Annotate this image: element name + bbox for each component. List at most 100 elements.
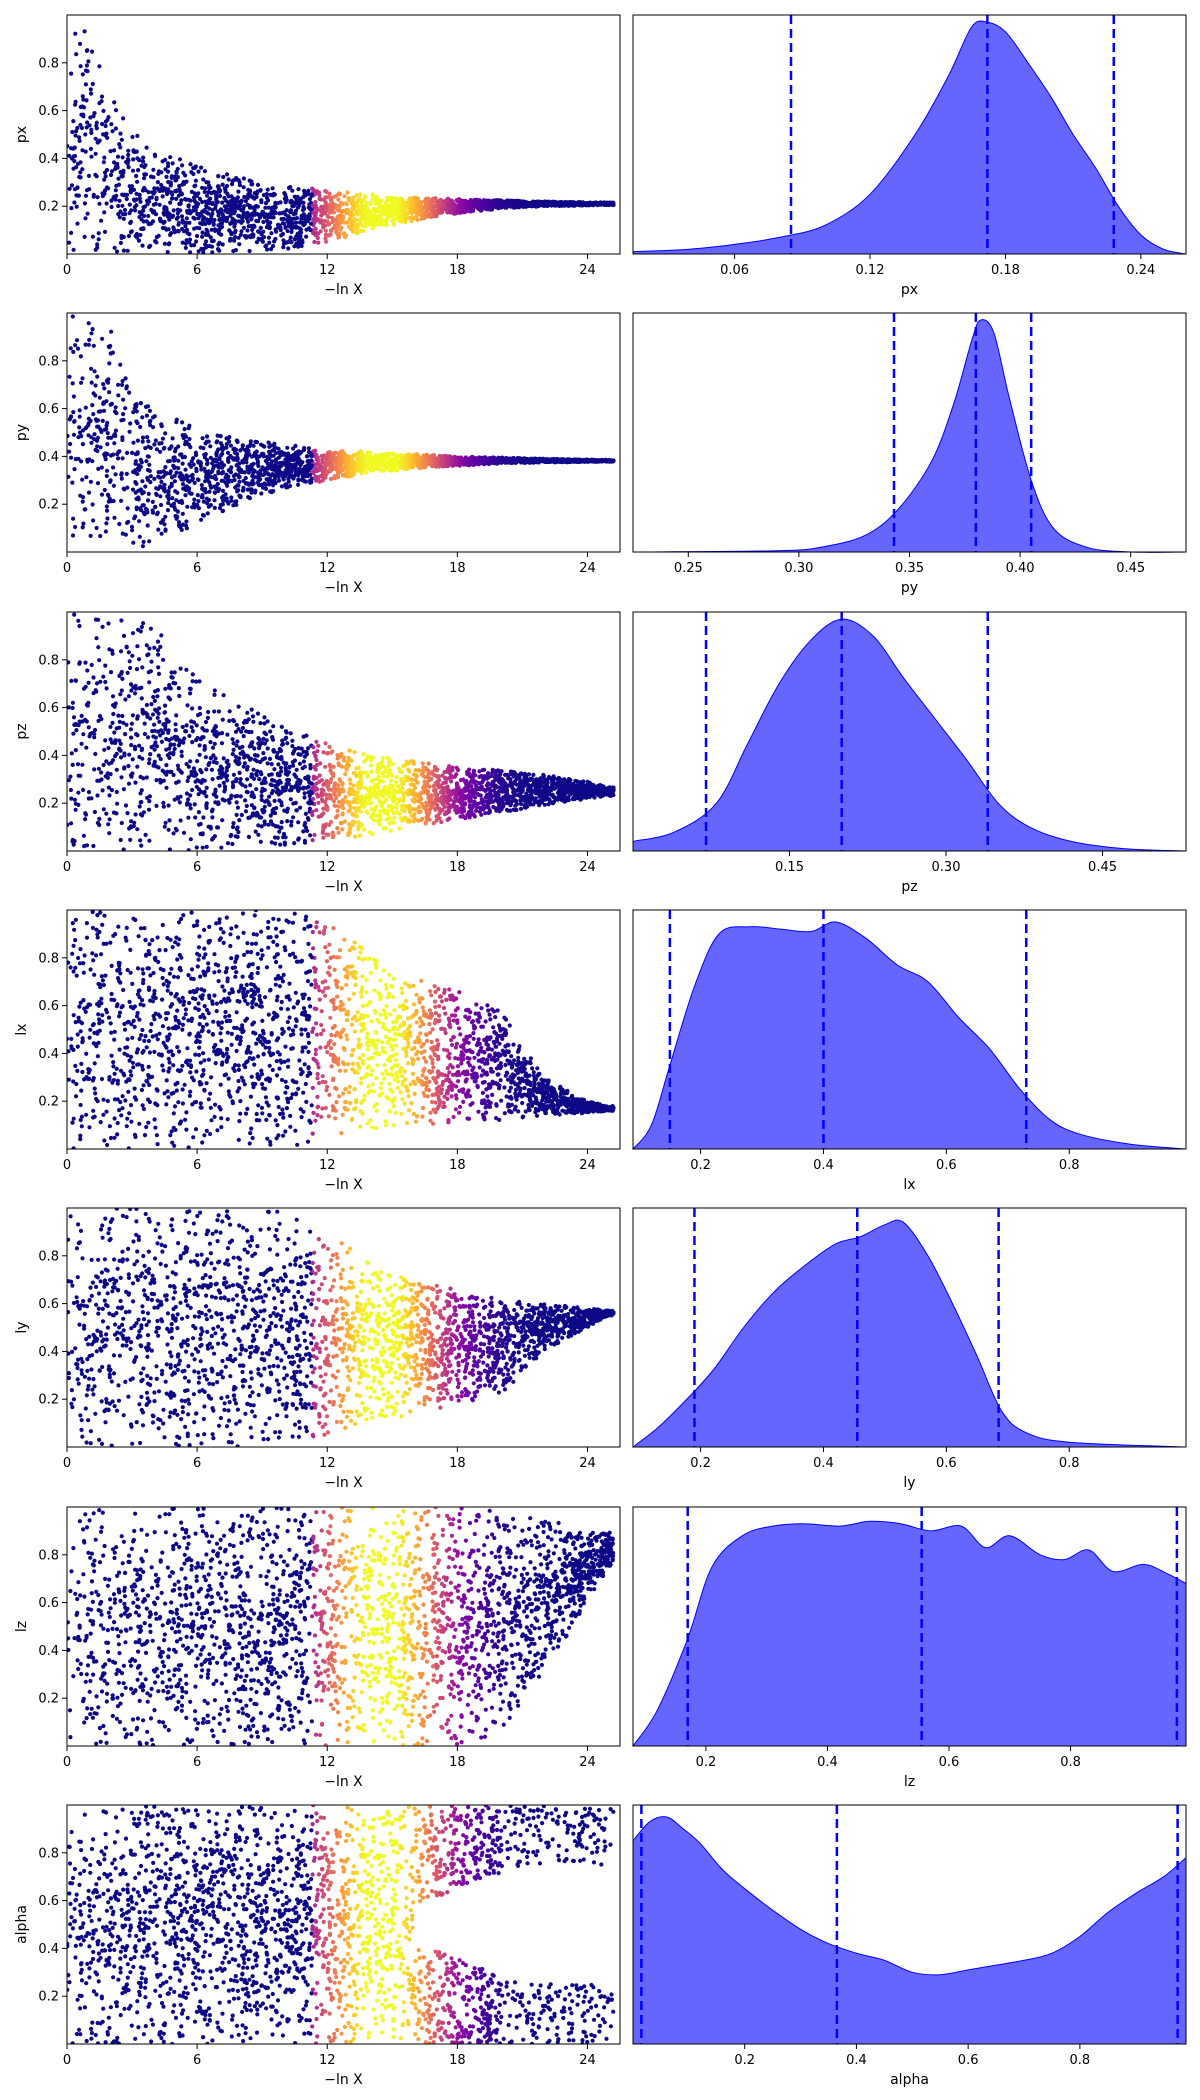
- scatter-point: [315, 455, 320, 460]
- scatter-point: [449, 203, 454, 209]
- scatter-point: [306, 226, 312, 231]
- scatter-point: [175, 215, 180, 220]
- scatter-point: [138, 508, 144, 513]
- scatter-point: [125, 450, 130, 455]
- scatter-point: [283, 225, 288, 230]
- scatter-point: [288, 235, 293, 240]
- scatter-point: [200, 230, 205, 235]
- scatter-point: [233, 235, 238, 240]
- scatter-point: [236, 235, 241, 240]
- scatter-point: [522, 200, 527, 205]
- scatter-point: [297, 230, 303, 235]
- scatter-point: [117, 521, 122, 527]
- scatter-point: [215, 247, 221, 252]
- scatter-point: [260, 239, 265, 244]
- scatter-point: [192, 480, 197, 485]
- scatter-point: [151, 415, 156, 420]
- scatter-point: [152, 209, 157, 214]
- scatter-point: [270, 186, 275, 191]
- scatter-point: [371, 223, 376, 228]
- scatter-point: [296, 187, 301, 192]
- scatter-point: [95, 435, 100, 440]
- scatter-point: [103, 132, 108, 137]
- scatter-point: [134, 419, 139, 424]
- scatter-point: [296, 477, 301, 482]
- scatter-point: [112, 100, 117, 105]
- scatter-point: [237, 242, 242, 247]
- scatter-point: [409, 210, 414, 215]
- scatter-point: [283, 463, 288, 468]
- scatter-point: [330, 200, 335, 205]
- scatter-point: [341, 231, 347, 236]
- kde-px-xtick-label: 0.12: [856, 263, 885, 278]
- scatter-point: [120, 456, 125, 461]
- scatter-point: [220, 488, 226, 493]
- scatter-point: [180, 482, 186, 487]
- scatter-point: [200, 493, 205, 498]
- scatter-point: [324, 189, 329, 195]
- scatter-point: [116, 382, 121, 387]
- scatter-point: [252, 191, 257, 196]
- scatter-point: [324, 239, 329, 244]
- scatter-point: [248, 439, 253, 444]
- scatter-point: [121, 248, 126, 253]
- scatter-point: [311, 218, 316, 223]
- scatter-point: [250, 211, 255, 216]
- scatter-point: [313, 468, 318, 473]
- scatter-point: [240, 488, 246, 493]
- scatter-point: [109, 198, 114, 203]
- scatter-point: [244, 235, 249, 240]
- scatter-point: [293, 211, 298, 216]
- scatter-point: [89, 440, 94, 445]
- scatter-point: [245, 444, 250, 449]
- scatter-point: [90, 49, 95, 54]
- scatter-point: [178, 471, 183, 476]
- scatter-point: [213, 473, 218, 479]
- scatter-point: [98, 445, 103, 450]
- scatter-point: [145, 435, 150, 440]
- scatter-point: [189, 243, 194, 248]
- scatter-point: [267, 477, 272, 482]
- scatter-point: [301, 212, 306, 217]
- scatter-point: [161, 210, 166, 215]
- scatter-point: [78, 354, 83, 359]
- scatter-point: [72, 153, 78, 159]
- scatter-point: [254, 240, 259, 245]
- scatter-point: [255, 204, 260, 209]
- scatter-point: [135, 133, 140, 138]
- scatter-point: [71, 349, 76, 354]
- scatter-point: [210, 207, 215, 213]
- scatter-point: [141, 503, 146, 508]
- scatter-point: [460, 198, 465, 204]
- scatter-point: [128, 190, 133, 195]
- scatter-point: [92, 437, 97, 442]
- scatter-point: [102, 155, 107, 160]
- scatter-point: [221, 497, 226, 502]
- scatter-point: [268, 247, 274, 252]
- scatter-point: [224, 441, 229, 447]
- scatter-point: [101, 160, 106, 165]
- scatter-point: [297, 451, 302, 456]
- scatter-point: [331, 210, 336, 215]
- scatter-point: [177, 157, 183, 162]
- scatter-point: [264, 218, 270, 223]
- scatter-point: [137, 192, 142, 197]
- scatter-point: [380, 468, 385, 473]
- scatter-point: [159, 485, 165, 490]
- scatter-point: [255, 212, 260, 217]
- scatter-point: [198, 463, 203, 468]
- scatter-point: [189, 189, 194, 194]
- scatter-point: [220, 242, 225, 247]
- scatter-point: [103, 174, 108, 179]
- scatter-point: [261, 229, 266, 234]
- scatter-point: [364, 200, 369, 205]
- scatter-point: [143, 446, 148, 451]
- scatter-point: [118, 170, 123, 175]
- scatter-point: [307, 212, 312, 217]
- scatter-point: [359, 200, 364, 205]
- scatter-point: [336, 235, 341, 240]
- scatter-point: [79, 125, 84, 131]
- scatter-point: [138, 487, 143, 492]
- scatter-point: [288, 185, 293, 190]
- scatter-point: [228, 238, 233, 243]
